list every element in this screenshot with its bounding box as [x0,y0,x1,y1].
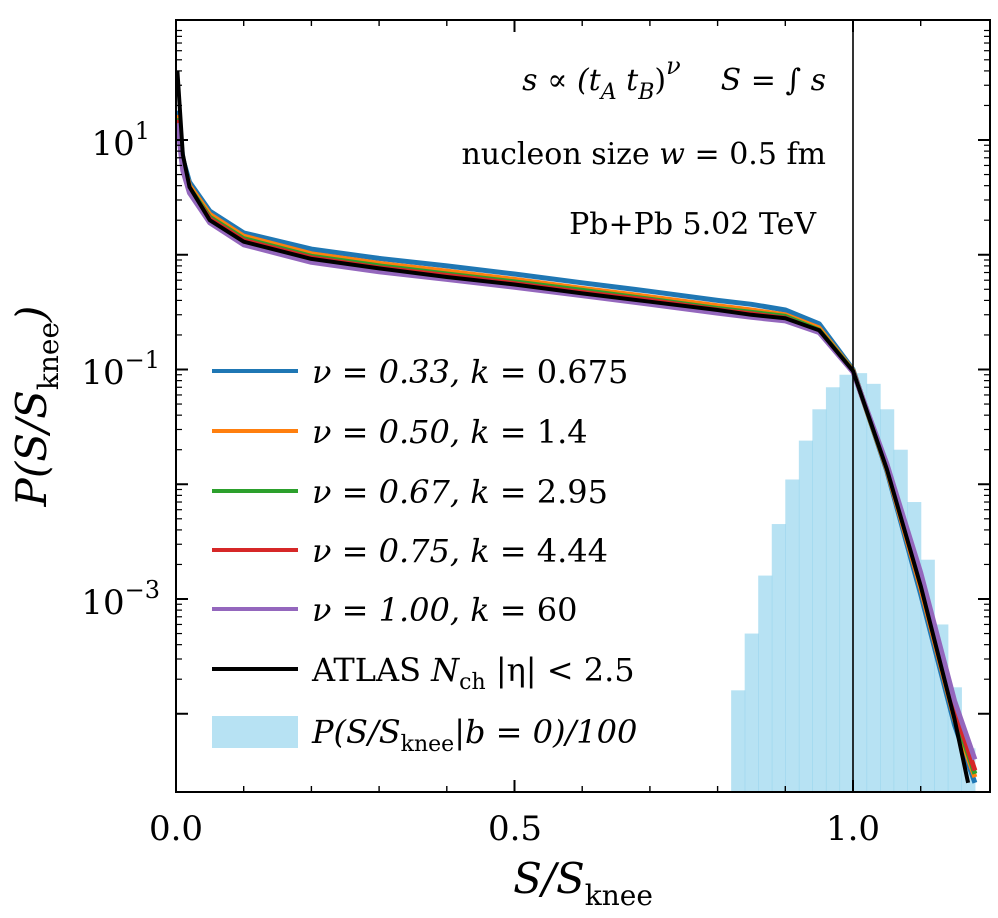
histogram-bar [731,690,746,792]
x-tick-label: 0.0 [149,809,203,849]
x-tick-label: 1.0 [826,809,880,849]
annotation-nucleon-size: nucleon size w = 0.5 fm [461,137,826,172]
plot-frame [175,19,991,793]
y-tick-label: 10−1 [81,346,160,393]
histogram-bar [798,440,813,792]
legend-swatch [212,716,298,748]
series-lines [176,70,978,784]
legend-label: P(S/Sknee|b = 0)/100 [311,713,637,757]
legend: ν = 0.33, k = 0.675 ν = 0.50, k = 1.4 ν … [212,353,637,757]
legend-label: ATLAS Nch |η| < 2.5 [311,651,635,695]
histogram-bar [771,524,786,792]
series-line [176,70,971,784]
x-axis-label: S/Sknee [513,854,653,912]
y-tick-label: 101 [91,117,150,164]
histogram-bar [866,383,881,792]
legend-label: ν = 1.00, k = 60 [312,591,577,629]
histogram-bar [785,479,800,792]
annotation-formula: s ∝ (tA tB)ν S = ∫ s [522,52,826,105]
histogram-bar [744,633,759,792]
legend-label: ν = 0.75, k = 4.44 [312,532,608,570]
y-tick-label: 10−3 [81,576,160,623]
histogram-bar [853,373,868,792]
legend-label: ν = 0.67, k = 2.95 [312,473,608,511]
histogram-bar [758,575,773,792]
histogram-bar [839,374,854,792]
axis-ticks [175,20,990,792]
legend-label: ν = 0.50, k = 1.4 [312,413,588,451]
annotation-system: Pb+Pb 5.02 TeV [569,207,817,242]
y-axis-label: P(S/Sknee) [7,306,65,508]
x-tick-label: 0.5 [488,809,542,849]
legend-label: ν = 0.33, k = 0.675 [312,353,628,391]
histogram-bar [880,409,895,792]
histogram-bar [812,409,827,792]
histogram [731,373,976,792]
histogram-bar [825,387,841,792]
